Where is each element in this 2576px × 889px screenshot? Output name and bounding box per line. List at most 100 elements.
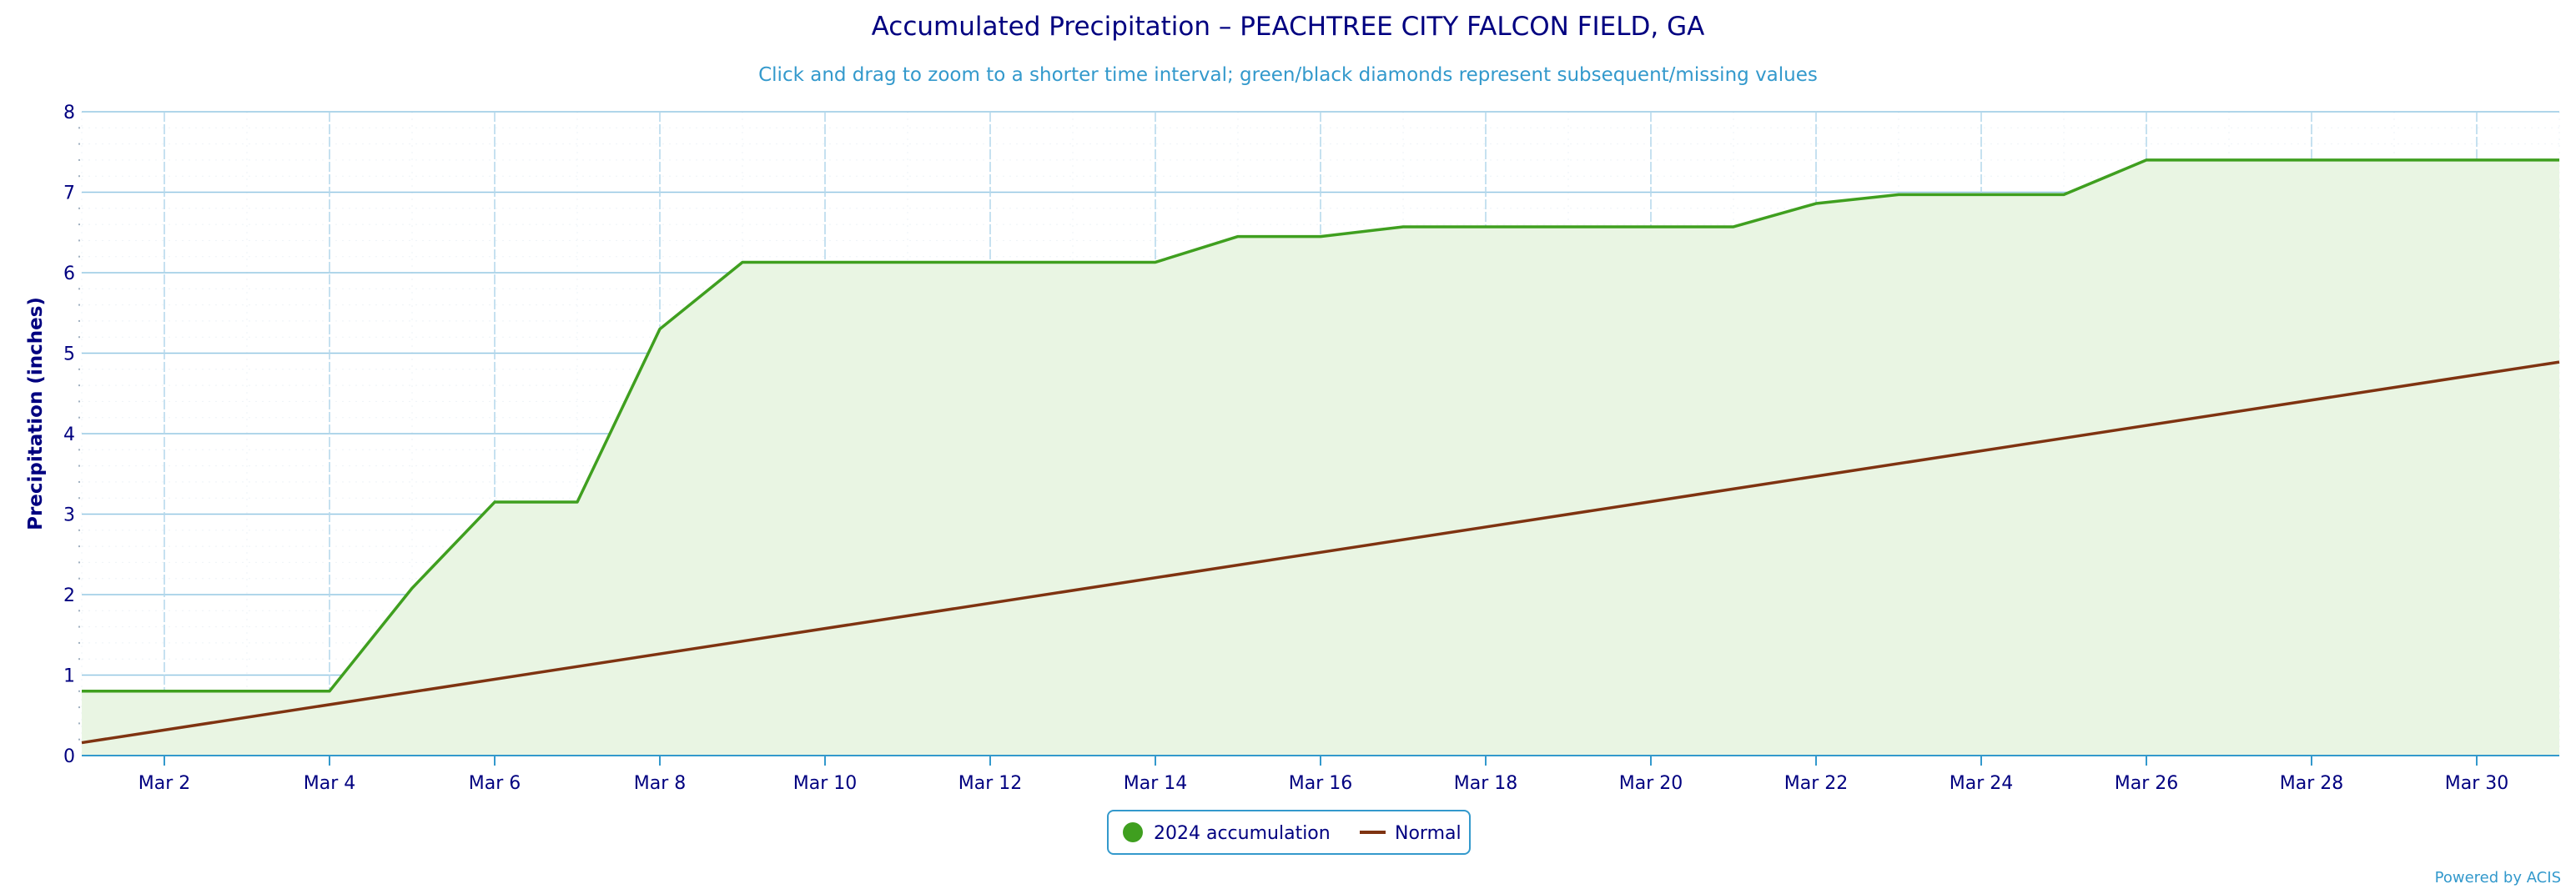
area-fill-2024-accumulation [82,159,2559,756]
y-minor-tick [78,304,80,306]
y-minor-tick [78,207,80,209]
y-minor-tick [78,336,80,339]
data-point-2024-accumulation-4[interactable] [327,689,332,694]
data-point-2024-accumulation-21[interactable] [1731,224,1736,229]
series-line-normal[interactable] [81,360,2560,745]
x-tick-label-mar-30: Mar 30 [2445,773,2509,794]
legend-item-normal[interactable]: Normal [1360,823,1462,844]
y-tick-label-5: 5 [63,344,75,365]
data-point-2024-accumulation-7[interactable] [575,500,580,505]
y-minor-tick [78,400,80,403]
data-point-2024-accumulation-30[interactable] [2474,158,2479,163]
data-point-2024-accumulation-12[interactable] [988,259,993,264]
data-point-2024-accumulation-27[interactable] [2226,158,2231,163]
credit-link[interactable]: Powered by ACIS [2435,869,2561,886]
data-point-2024-accumulation-6[interactable] [492,500,497,505]
y-minor-tick [78,255,80,258]
data-point-2024-accumulation-14[interactable] [1153,259,1158,264]
y-minor-tick [78,416,80,419]
y-minor-tick [78,465,80,467]
y-minor-tick [78,706,80,709]
x-tick-label-mar-4: Mar 4 [304,773,356,794]
y-minor-tick [78,658,80,660]
y-minor-tick [78,529,80,531]
y-tick-label-0: 0 [63,746,75,767]
y-minor-tick [78,610,80,612]
y-minor-tick [78,127,80,129]
legend-box [1107,810,1471,855]
data-point-normal-1[interactable] [79,741,84,746]
data-point-2024-accumulation-20[interactable] [1648,224,1653,229]
y-minor-tick [78,480,80,483]
x-tick-label-mar-8: Mar 8 [634,773,687,794]
data-point-2024-accumulation-13[interactable] [1070,259,1075,264]
data-point-2024-accumulation-17[interactable] [1401,224,1406,229]
y-minor-tick [78,722,80,725]
data-point-2024-accumulation-8[interactable] [657,327,662,332]
series-layer [79,158,2562,756]
data-point-2024-accumulation-10[interactable] [823,259,828,264]
data-point-2024-accumulation-22[interactable] [1814,201,1819,206]
x-tick-label-mar-10: Mar 10 [793,773,858,794]
y-minor-tick [78,625,80,628]
data-point-2024-accumulation-29[interactable] [2392,158,2397,163]
x-tick-label-mar-22: Mar 22 [1784,773,1849,794]
data-point-2024-accumulation-26[interactable] [2144,158,2149,163]
y-minor-tick [78,239,80,242]
data-point-2024-accumulation-3[interactable] [244,689,249,694]
y-tick-label-8: 8 [63,103,75,123]
x-tick-label-mar-6: Mar 6 [469,773,521,794]
data-point-normal-31[interactable] [2557,359,2562,364]
y-minor-tick [78,738,80,741]
y-minor-tick [78,641,80,644]
series-line-2024-accumulation[interactable] [82,158,2559,693]
chart-subtitle: Click and drag to zoom to a shorter time… [758,64,1818,86]
legend-label-2024-accumulation: 2024 accumulation [1154,823,1331,844]
x-tick-label-mar-2: Mar 2 [138,773,191,794]
legend-marker-2024-accumulation [1123,822,1143,842]
legend-item-2024-accumulation[interactable]: 2024 accumulation [1123,822,1331,844]
legend: 2024 accumulation Normal [1107,810,1471,855]
x-tick-label-mar-16: Mar 16 [1289,773,1353,794]
data-point-2024-accumulation-11[interactable] [905,259,910,264]
y-tick-label-7: 7 [63,183,75,204]
y-minor-tick [78,175,80,178]
y-minor-tick [78,143,80,145]
x-tick-label-mar-26: Mar 26 [2115,773,2179,794]
data-point-2024-accumulation-28[interactable] [2309,158,2314,163]
data-point-2024-accumulation-18[interactable] [1483,224,1488,229]
y-tick-label-1: 1 [63,666,75,687]
chart-title: Accumulated Precipitation – PEACHTREE CI… [872,12,1705,42]
y-minor-tick [78,158,80,161]
x-tick-label-mar-28: Mar 28 [2280,773,2344,794]
y-minor-tick [78,319,80,322]
y-tick-label-4: 4 [63,424,75,445]
y-minor-tick [78,368,80,370]
x-tick-label-mar-12: Mar 12 [958,773,1023,794]
data-point-2024-accumulation-19[interactable] [1566,224,1571,229]
legend-label-normal: Normal [1395,823,1462,844]
data-point-2024-accumulation-24[interactable] [1979,192,1984,197]
y-minor-tick [78,224,80,226]
y-minor-tick [78,577,80,580]
data-point-2024-accumulation-23[interactable] [1896,192,1901,197]
y-minor-tick [78,497,80,500]
x-tick-label-mar-14: Mar 14 [1124,773,1188,794]
data-point-2024-accumulation-31[interactable] [2557,158,2562,163]
x-tick-label-mar-24: Mar 24 [1950,773,2014,794]
y-axis-label: Precipitation (inches) [25,297,47,530]
x-tick-label-mar-20: Mar 20 [1619,773,1683,794]
data-point-2024-accumulation-16[interactable] [1318,234,1323,239]
data-point-2024-accumulation-2[interactable] [162,689,167,694]
x-tick-label-mar-18: Mar 18 [1454,773,1518,794]
y-tick-label-6: 6 [63,264,75,284]
data-point-2024-accumulation-5[interactable] [410,585,415,590]
y-minor-tick [78,690,80,692]
data-point-2024-accumulation-25[interactable] [2061,192,2066,197]
y-minor-tick [78,449,80,451]
data-point-2024-accumulation-15[interactable] [1235,234,1240,239]
y-tick-label-2: 2 [63,585,75,606]
data-point-2024-accumulation-9[interactable] [740,259,745,264]
y-minor-tick [78,561,80,564]
